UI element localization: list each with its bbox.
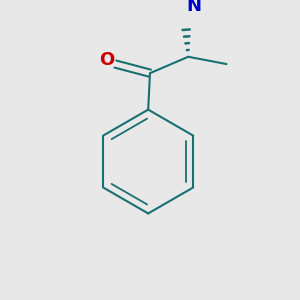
Text: N: N: [186, 0, 201, 15]
Text: O: O: [99, 51, 114, 69]
